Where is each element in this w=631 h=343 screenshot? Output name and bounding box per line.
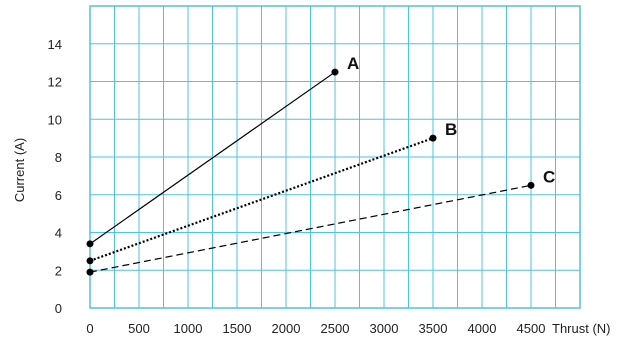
y-tick-label: 0 <box>55 301 62 316</box>
x-tick-label: 4000 <box>468 321 497 336</box>
x-tick-label: 2000 <box>272 321 301 336</box>
x-tick-label: 3000 <box>370 321 399 336</box>
x-tick-label: 0 <box>86 321 93 336</box>
x-tick-label: 1000 <box>174 321 203 336</box>
plot-frame <box>89 5 581 309</box>
series-line-a <box>89 71 336 245</box>
series-label-b: B <box>445 120 457 139</box>
y-tick-labels: 0 2 4 6 8 10 12 14 <box>48 37 62 316</box>
x-tick-label: 500 <box>128 321 150 336</box>
series-point-a <box>86 240 94 248</box>
y-tick-label: 12 <box>48 75 62 90</box>
y-tick-label: 2 <box>55 263 62 278</box>
y-tick-label: 8 <box>55 150 62 165</box>
y-tick-label: 4 <box>55 226 62 241</box>
y-axis-title: Current (A) <box>12 138 27 202</box>
x-tick-label: 3500 <box>419 321 448 336</box>
series-line-c <box>89 184 532 273</box>
y-tick-label: 10 <box>48 112 62 127</box>
grid-lines <box>89 5 581 309</box>
series-label-a: A <box>347 54 359 73</box>
x-tick-labels: 0 500 1000 1500 2000 2500 3000 3500 4000 4500 <box>86 321 545 336</box>
series-label-c: C <box>543 167 555 186</box>
series-point-c <box>86 268 94 276</box>
x-tick-label: 4500 <box>517 321 546 336</box>
series-point-b <box>86 257 94 265</box>
series-point-b <box>429 134 437 142</box>
x-axis-title: Thrust (N) <box>552 321 611 336</box>
y-tick-label: 6 <box>55 188 62 203</box>
y-tick-label: 14 <box>48 37 62 52</box>
series-line-b <box>89 137 434 262</box>
x-tick-label: 1500 <box>223 321 252 336</box>
series-point-a <box>331 68 339 76</box>
x-tick-label: 2500 <box>321 321 350 336</box>
series-point-c <box>527 181 535 189</box>
series-group: A B C <box>86 54 555 276</box>
